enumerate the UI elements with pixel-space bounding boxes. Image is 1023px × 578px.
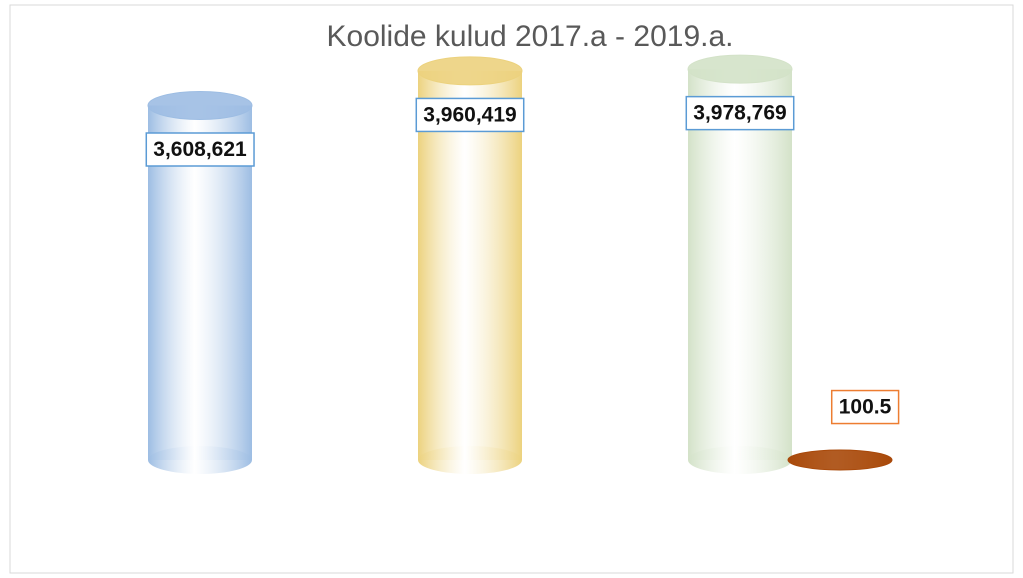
cylinder bbox=[417, 56, 523, 474]
data-label: 100.5 bbox=[839, 396, 892, 419]
data-label-box bbox=[145, 132, 255, 167]
chart-title: Koolide kulud 2017.a - 2019.a. bbox=[327, 20, 734, 53]
cylinder bbox=[787, 449, 893, 471]
cylinder-base bbox=[418, 446, 522, 474]
cylinder-top bbox=[147, 90, 253, 120]
data-label-box bbox=[685, 95, 795, 131]
cylinder-top bbox=[417, 56, 523, 86]
data-label-box bbox=[415, 97, 525, 133]
cylinder bbox=[687, 54, 793, 474]
bar bbox=[418, 70, 522, 461]
data-label: 3,978,769 bbox=[693, 102, 786, 125]
data-label: 3,960,419 bbox=[423, 103, 516, 126]
cylinder-base bbox=[688, 446, 792, 474]
cylinder-base bbox=[148, 446, 252, 474]
data-label-box bbox=[830, 389, 900, 425]
cylinder-top bbox=[787, 449, 893, 471]
bar bbox=[688, 69, 792, 461]
data-label: 3,608,621 bbox=[153, 138, 247, 161]
cylinder-top bbox=[687, 54, 793, 84]
